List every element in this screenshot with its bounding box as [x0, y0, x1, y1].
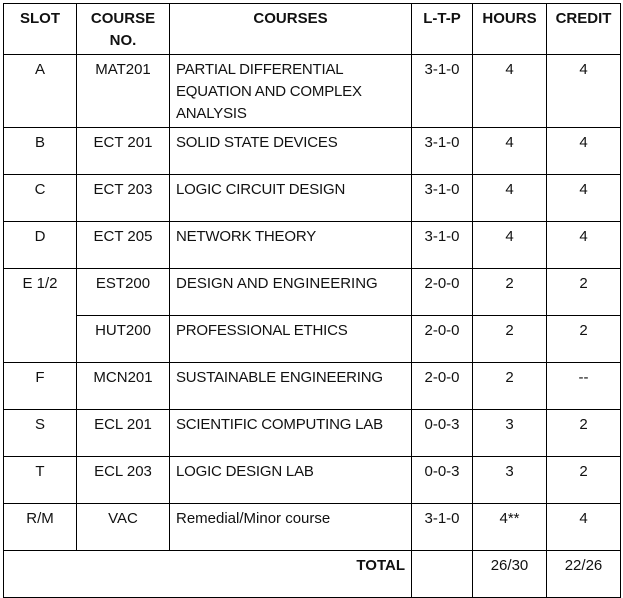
header-course-no: COURSE NO.	[76, 3, 170, 55]
cell-hours: 4	[472, 174, 547, 222]
cell-slot: C	[3, 174, 77, 222]
cell-course-name: Remedial/Minor course	[169, 503, 412, 551]
table-row: S ECL 201 SCIENTIFIC COMPUTING LAB 0-0-3…	[3, 409, 621, 457]
cell-ltp: 3-1-0	[411, 54, 473, 128]
header-credit: CREDIT	[546, 3, 621, 55]
cell-ltp: 3-1-0	[411, 127, 473, 175]
table-row: F MCN201 SUSTAINABLE ENGINEERING 2-0-0 2…	[3, 362, 621, 410]
cell-ltp: 3-1-0	[411, 503, 473, 551]
cell-course-code: ECL 201	[76, 409, 170, 457]
cell-ltp: 0-0-3	[411, 409, 473, 457]
total-credit: 22/26	[546, 550, 621, 598]
header-ltp: L-T-P	[411, 3, 473, 55]
table-row: E 1/2 EST200 DESIGN AND ENGINEERING 2-0-…	[3, 268, 621, 363]
cell-credit: 2	[546, 409, 621, 457]
cell-course-name: DESIGN AND ENGINEERING	[169, 268, 412, 316]
cell-course-code: VAC	[76, 503, 170, 551]
cell-slot: F	[3, 362, 77, 410]
cell-slot: D	[3, 221, 77, 269]
cell-ltp: 3-1-0	[411, 221, 473, 269]
cell-course-name: LOGIC DESIGN LAB	[169, 456, 412, 504]
cell-ltp: 2-0-0	[411, 362, 473, 410]
cell-credit: 2	[546, 268, 621, 316]
cell-credit: 4	[546, 174, 621, 222]
cell-course-code: MCN201	[76, 362, 170, 410]
cell-course-name: LOGIC CIRCUIT DESIGN	[169, 174, 412, 222]
cell-hours: 3	[472, 409, 547, 457]
cell-slot: T	[3, 456, 77, 504]
cell-hours: 2	[472, 362, 547, 410]
cell-course-name: SOLID STATE DEVICES	[169, 127, 412, 175]
table-row: A MAT201 PARTIAL DIFFERENTIAL EQUATION A…	[3, 54, 621, 128]
curriculum-table: SLOT COURSE NO. COURSES L-T-P HOURS CRED…	[3, 3, 621, 598]
cell-course-code: ECL 203	[76, 456, 170, 504]
cell-slot: S	[3, 409, 77, 457]
table-row: R/M VAC Remedial/Minor course 3-1-0 4** …	[3, 503, 621, 551]
cell-credit: 4	[546, 54, 621, 128]
header-hours: HOURS	[472, 3, 547, 55]
cell-credit: 2	[546, 456, 621, 504]
cell-ltp: 3-1-0	[411, 174, 473, 222]
cell-course-code: MAT201	[76, 54, 170, 128]
cell-course-name: PROFESSIONAL ETHICS	[169, 315, 412, 363]
cell-hours: 2	[472, 268, 547, 316]
cell-ltp: 2-0-0	[411, 315, 473, 363]
cell-slot: B	[3, 127, 77, 175]
cell-ltp: 2-0-0	[411, 268, 473, 316]
cell-credit: --	[546, 362, 621, 410]
cell-slot: A	[3, 54, 77, 128]
cell-course-name: NETWORK THEORY	[169, 221, 412, 269]
cell-credit: 4	[546, 127, 621, 175]
header-slot: SLOT	[3, 3, 77, 55]
table-row: D ECT 205 NETWORK THEORY 3-1-0 4 4	[3, 221, 621, 269]
cell-slot: R/M	[3, 503, 77, 551]
header-courses: COURSES	[169, 3, 412, 55]
cell-course-code: HUT200	[76, 315, 170, 363]
cell-credit: 2	[546, 315, 621, 363]
cell-slot: E 1/2	[3, 268, 77, 363]
cell-credit: 4	[546, 221, 621, 269]
cell-ltp: 0-0-3	[411, 456, 473, 504]
total-label: TOTAL	[3, 550, 412, 598]
cell-credit: 4	[546, 503, 621, 551]
cell-course-code: ECT 205	[76, 221, 170, 269]
cell-course-code: ECT 201	[76, 127, 170, 175]
cell-hours: 4	[472, 221, 547, 269]
cell-hours: 4	[472, 54, 547, 128]
table-row: HUT200 PROFESSIONAL ETHICS 2-0-0 2 2	[4, 315, 621, 363]
cell-hours: 4	[472, 127, 547, 175]
total-ltp-empty	[411, 550, 473, 598]
cell-hours: 2	[472, 315, 547, 363]
table-row: T ECL 203 LOGIC DESIGN LAB 0-0-3 3 2	[3, 456, 621, 504]
cell-hours: 4**	[472, 503, 547, 551]
cell-course-name: PARTIAL DIFFERENTIAL EQUATION AND COMPLE…	[169, 54, 412, 128]
cell-course-code: EST200	[76, 268, 170, 316]
cell-hours: 3	[472, 456, 547, 504]
total-row: TOTAL 26/30 22/26	[3, 550, 621, 598]
table-row: B ECT 201 SOLID STATE DEVICES 3-1-0 4 4	[3, 127, 621, 175]
cell-course-name: SCIENTIFIC COMPUTING LAB	[169, 409, 412, 457]
table-row: C ECT 203 LOGIC CIRCUIT DESIGN 3-1-0 4 4	[3, 174, 621, 222]
header-row: SLOT COURSE NO. COURSES L-T-P HOURS CRED…	[3, 3, 621, 55]
cell-course-code: ECT 203	[76, 174, 170, 222]
total-hours: 26/30	[472, 550, 547, 598]
cell-course-name: SUSTAINABLE ENGINEERING	[169, 362, 412, 410]
